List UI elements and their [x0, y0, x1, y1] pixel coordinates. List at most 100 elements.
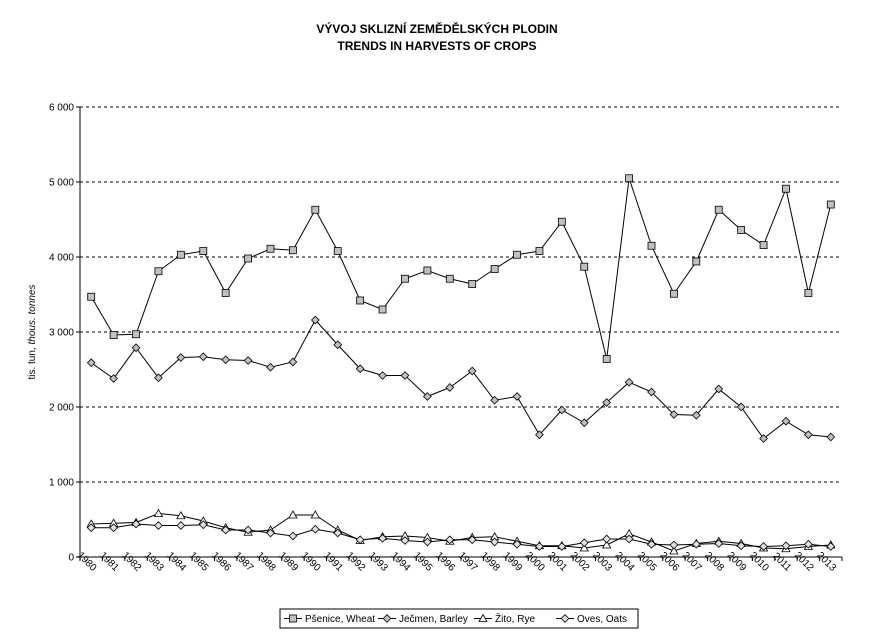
data-point — [244, 254, 252, 263]
data-point — [154, 267, 163, 276]
y-tick-label: 0 — [68, 553, 74, 564]
data-point — [288, 357, 298, 367]
legend-entry: Žito, Rye — [474, 612, 535, 625]
x-tick-label: 1983 — [142, 550, 166, 574]
data-point — [153, 508, 164, 517]
data-point — [310, 510, 321, 519]
data-point — [714, 539, 724, 548]
data-point — [199, 247, 208, 255]
x-tick-label: 1980 — [75, 550, 99, 574]
legend-label: Žito, Rye — [495, 612, 535, 625]
legend-label: Ječmen, Barley — [399, 614, 468, 625]
x-tick-label: 1988 — [254, 550, 278, 574]
x-tick-label: 2010 — [747, 550, 771, 574]
data-point — [445, 383, 455, 392]
data-point — [714, 205, 723, 214]
data-point — [355, 364, 365, 374]
data-point — [490, 395, 499, 405]
x-tick-label: 2003 — [590, 550, 614, 574]
data-point — [669, 540, 679, 550]
data-point — [804, 430, 813, 440]
data-point — [624, 377, 634, 387]
data-point — [176, 521, 186, 530]
chart-title: VÝVOJ SKLIZNÍ ZEMĚDĚLSKÝCH PLODIN — [316, 21, 557, 36]
series-1 — [86, 315, 836, 443]
x-tick-label: 1998 — [478, 550, 502, 574]
data-point — [602, 534, 612, 544]
legend-marker — [382, 614, 392, 623]
data-point — [423, 266, 432, 275]
x-tick-label: 2000 — [523, 550, 547, 574]
data-point — [356, 296, 365, 305]
data-point — [557, 542, 567, 551]
data-point — [243, 356, 253, 365]
legend-entry: Oves, Oats — [556, 614, 627, 625]
y-tick-label: 5 000 — [49, 178, 74, 189]
data-point — [401, 274, 409, 283]
data-point — [109, 523, 118, 533]
x-tick-label: 1982 — [120, 550, 144, 574]
x-tick-label: 1986 — [209, 550, 233, 574]
data-point — [310, 315, 320, 325]
data-point — [781, 541, 791, 551]
data-point — [557, 217, 566, 226]
data-point — [176, 250, 185, 259]
x-tick-label: 2007 — [680, 550, 704, 574]
data-point — [647, 387, 656, 397]
legend-entry: Ječmen, Barley — [378, 614, 468, 625]
data-point — [311, 205, 320, 214]
data-point — [490, 537, 499, 547]
series-3 — [86, 519, 836, 551]
data-point — [266, 528, 275, 538]
data-point — [669, 410, 679, 419]
data-point — [602, 398, 612, 407]
x-tick-label: 1994 — [389, 550, 413, 574]
x-tick-label: 1984 — [164, 550, 188, 574]
data-point — [289, 246, 297, 255]
legend-marker — [560, 614, 570, 623]
plot-series — [86, 174, 836, 555]
x-tick-label: 2008 — [702, 550, 726, 574]
data-point — [535, 430, 544, 440]
series-line — [91, 523, 831, 548]
data-point — [355, 535, 365, 545]
y-axis-label: tis. tun, thous. tonnes — [27, 284, 38, 379]
data-point — [109, 331, 118, 339]
data-point — [512, 539, 522, 549]
data-point — [647, 241, 656, 250]
x-tick-label: 2011 — [770, 551, 793, 574]
data-point — [670, 289, 678, 298]
x-tick-label: 1985 — [187, 550, 211, 574]
data-point — [445, 535, 455, 545]
data-point — [423, 392, 432, 401]
y-axis-label-italic: thous. tonnes — [27, 284, 38, 344]
data-point — [333, 247, 342, 255]
data-point — [288, 531, 298, 541]
data-point — [759, 542, 768, 551]
data-point — [625, 174, 633, 183]
data-point — [445, 274, 454, 283]
data-point — [198, 520, 208, 530]
legend-entry: Pšenice, Wheat — [284, 614, 375, 625]
data-point — [826, 432, 836, 442]
x-tick-label: 1999 — [501, 550, 525, 574]
data-point — [557, 405, 567, 415]
data-point — [243, 525, 253, 535]
x-tick-label: 1995 — [411, 550, 435, 574]
data-point — [535, 542, 544, 551]
x-tick-label: 1996 — [433, 550, 457, 574]
data-point — [691, 410, 701, 420]
grid-lines — [80, 106, 842, 483]
data-point — [669, 546, 679, 555]
data-point — [131, 519, 141, 529]
data-point — [692, 257, 701, 266]
y-tick-label: 1 000 — [49, 478, 74, 489]
data-point — [468, 280, 477, 288]
data-point — [579, 543, 589, 552]
legend-label: Pšenice, Wheat — [305, 614, 375, 625]
x-tick-label: 2002 — [568, 550, 592, 574]
data-point — [400, 371, 410, 380]
x-tick-label: 1991 — [321, 550, 345, 574]
data-point — [423, 537, 432, 547]
y-tick-label: 3 000 — [49, 328, 74, 339]
